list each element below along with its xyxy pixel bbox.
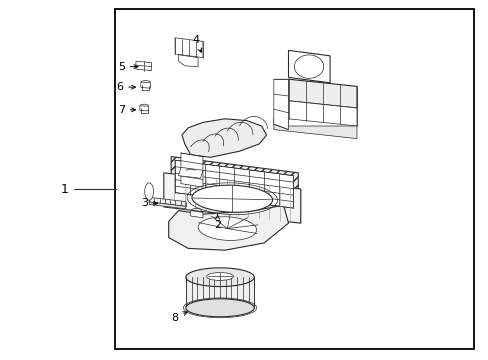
Polygon shape [288, 50, 329, 83]
Ellipse shape [192, 185, 272, 212]
Ellipse shape [185, 299, 254, 317]
Polygon shape [288, 101, 356, 126]
Text: 7: 7 [118, 105, 135, 115]
Polygon shape [163, 173, 300, 223]
Polygon shape [185, 277, 254, 308]
Polygon shape [181, 153, 203, 187]
Text: 3: 3 [141, 198, 157, 208]
Polygon shape [168, 205, 288, 250]
Polygon shape [273, 119, 356, 139]
Ellipse shape [198, 217, 256, 240]
Text: 6: 6 [116, 82, 135, 92]
Text: 2: 2 [214, 215, 221, 230]
Polygon shape [175, 38, 203, 58]
Polygon shape [178, 55, 198, 67]
Polygon shape [178, 167, 203, 178]
Ellipse shape [144, 183, 153, 200]
Polygon shape [141, 82, 150, 88]
Polygon shape [149, 197, 185, 206]
Polygon shape [136, 61, 151, 71]
Polygon shape [171, 157, 298, 211]
Ellipse shape [206, 273, 233, 280]
Ellipse shape [185, 268, 254, 287]
Polygon shape [182, 119, 266, 157]
Polygon shape [273, 79, 288, 130]
Text: 5: 5 [118, 62, 138, 72]
Polygon shape [288, 79, 356, 108]
Text: 1: 1 [61, 183, 68, 195]
Polygon shape [140, 106, 148, 111]
Text: 8: 8 [171, 312, 187, 323]
Bar [115, 9, 473, 349]
Polygon shape [149, 202, 185, 209]
Text: 4: 4 [192, 35, 201, 52]
Polygon shape [175, 160, 293, 208]
Polygon shape [190, 211, 203, 218]
